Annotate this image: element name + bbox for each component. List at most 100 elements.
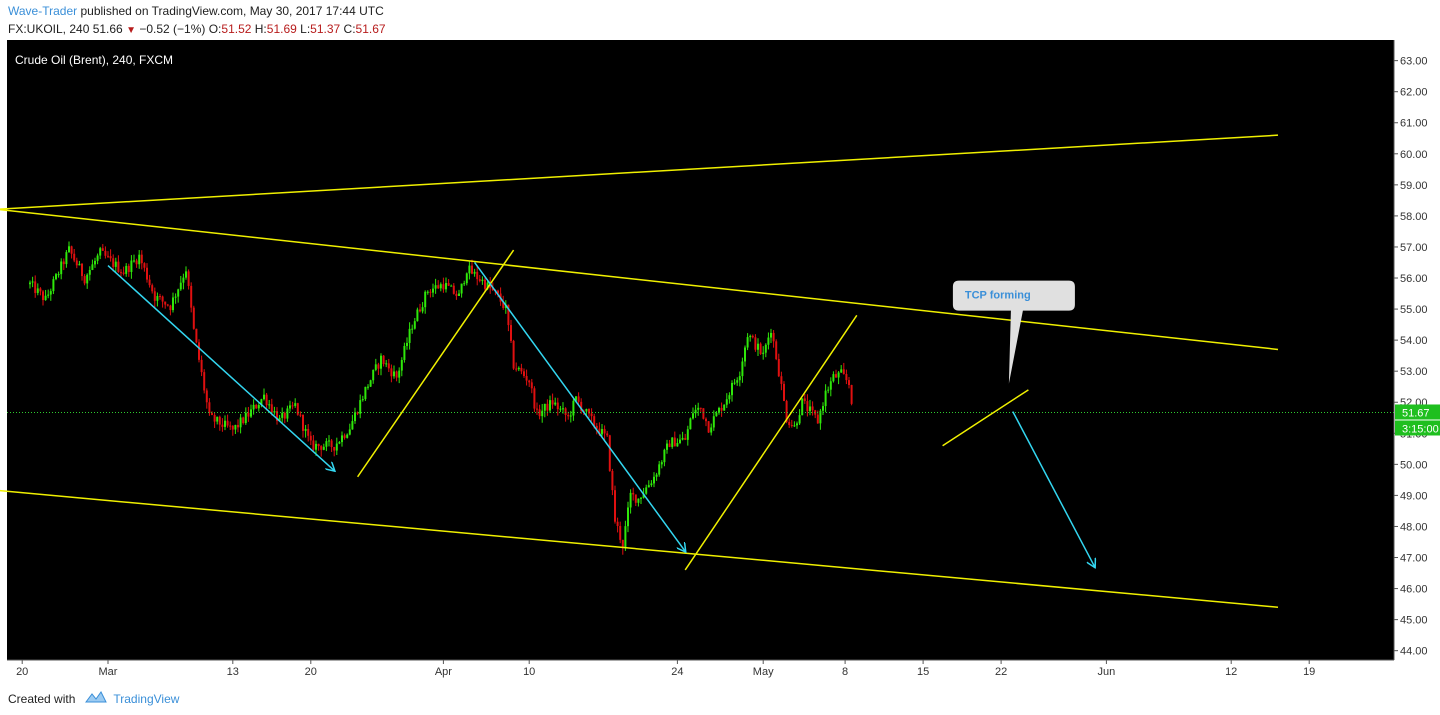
candle-body[interactable] — [653, 476, 655, 484]
candle-body[interactable] — [458, 293, 460, 296]
candle-body[interactable] — [343, 435, 346, 438]
candle-body[interactable] — [138, 254, 141, 265]
candle-body[interactable] — [556, 402, 559, 410]
candle-body[interactable] — [226, 420, 229, 426]
candle-body[interactable] — [244, 412, 247, 424]
candle-body[interactable] — [296, 403, 299, 415]
candle-body[interactable] — [741, 361, 744, 377]
candle-body[interactable] — [380, 355, 382, 369]
candle-body[interactable] — [403, 345, 406, 360]
candle-body[interactable] — [91, 264, 94, 270]
candle-body[interactable] — [213, 414, 216, 422]
candle-body[interactable] — [406, 342, 408, 346]
candle-body[interactable] — [452, 285, 455, 294]
candle-body[interactable] — [250, 409, 252, 417]
candle-body[interactable] — [424, 291, 427, 308]
candle-body[interactable] — [437, 285, 440, 289]
candle-body[interactable] — [793, 425, 796, 427]
candle-body[interactable] — [55, 274, 57, 280]
candle-body[interactable] — [320, 446, 323, 450]
candle-body[interactable] — [533, 388, 536, 409]
candle-body[interactable] — [60, 261, 63, 275]
candle-body[interactable] — [146, 267, 148, 280]
candle-body[interactable] — [200, 359, 203, 373]
candle-body[interactable] — [101, 248, 104, 251]
candle-body[interactable] — [502, 301, 505, 308]
candle-body[interactable] — [387, 363, 390, 369]
candle-body[interactable] — [684, 437, 687, 440]
candle-body[interactable] — [845, 374, 848, 381]
candle-body[interactable] — [299, 414, 302, 416]
candle-body[interactable] — [668, 443, 671, 447]
candle-body[interactable] — [231, 425, 234, 430]
candle-body[interactable] — [731, 382, 733, 396]
candle-body[interactable] — [351, 421, 354, 430]
candle-body[interactable] — [536, 408, 538, 410]
candle-body[interactable] — [590, 413, 593, 417]
candle-body[interactable] — [827, 389, 830, 391]
candle-body[interactable] — [780, 376, 783, 384]
candle-body[interactable] — [660, 462, 663, 465]
candle-body[interactable] — [367, 386, 369, 388]
candle-body[interactable] — [169, 305, 172, 311]
candle-body[interactable] — [515, 368, 518, 370]
candle-body[interactable] — [715, 412, 718, 417]
trend-line[interactable] — [684, 314, 858, 571]
candle-body[interactable] — [75, 260, 78, 266]
candle-body[interactable] — [486, 282, 489, 289]
candle-body[interactable] — [161, 296, 164, 302]
candle-body[interactable] — [73, 253, 76, 261]
candle-body[interactable] — [705, 418, 707, 422]
candle-body[interactable] — [312, 440, 315, 450]
callout-bubble[interactable] — [952, 280, 1075, 384]
candle-body[interactable] — [772, 332, 775, 342]
candle-body[interactable] — [413, 321, 416, 329]
candle-body[interactable] — [767, 337, 770, 345]
candle-body[interactable] — [603, 429, 606, 434]
candle-body[interactable] — [400, 359, 403, 371]
candle-body[interactable] — [720, 407, 723, 411]
candle-body[interactable] — [679, 439, 681, 444]
candle-body[interactable] — [614, 490, 616, 522]
candle-body[interactable] — [762, 352, 765, 354]
trend-line[interactable] — [942, 389, 1029, 447]
plot-area[interactable] — [7, 40, 1394, 660]
candle-body[interactable] — [728, 395, 731, 400]
candle-body[interactable] — [562, 408, 564, 410]
candle-body[interactable] — [840, 369, 843, 373]
candle-body[interactable] — [832, 374, 835, 382]
candle-body[interactable] — [242, 417, 245, 424]
candle-body[interactable] — [156, 296, 159, 301]
candle-body[interactable] — [549, 400, 551, 411]
candle-body[interactable] — [216, 416, 219, 422]
candle-body[interactable] — [153, 291, 156, 301]
candle-body[interactable] — [530, 382, 533, 389]
candle-body[interactable] — [757, 343, 759, 350]
candle-body[interactable] — [130, 260, 133, 272]
candle-body[interactable] — [785, 401, 788, 422]
candle-body[interactable] — [224, 420, 226, 427]
candle-body[interactable] — [450, 285, 453, 287]
candle-body[interactable] — [809, 406, 811, 412]
candle-body[interactable] — [554, 402, 557, 405]
candle-body[interactable] — [369, 380, 372, 387]
candle-body[interactable] — [68, 246, 70, 253]
candle-body[interactable] — [541, 410, 544, 417]
candle-body[interactable] — [473, 271, 476, 274]
candle-body[interactable] — [304, 428, 307, 431]
candle-body[interactable] — [510, 325, 512, 341]
candle-body[interactable] — [234, 424, 237, 430]
candle-body[interactable] — [572, 400, 575, 416]
candle-body[interactable] — [629, 492, 632, 508]
candle-body[interactable] — [595, 425, 598, 429]
candle-body[interactable] — [192, 307, 195, 329]
candle-body[interactable] — [263, 394, 265, 400]
candle-body[interactable] — [57, 274, 60, 276]
tradingview-link[interactable]: TradingView — [113, 691, 180, 706]
candle-body[interactable] — [281, 412, 284, 418]
candle-body[interactable] — [567, 414, 570, 417]
candle-body[interactable] — [257, 405, 260, 409]
candle-body[interactable] — [265, 394, 268, 406]
time-axis[interactable] — [0, 660, 1440, 685]
candle-body[interactable] — [746, 337, 749, 348]
